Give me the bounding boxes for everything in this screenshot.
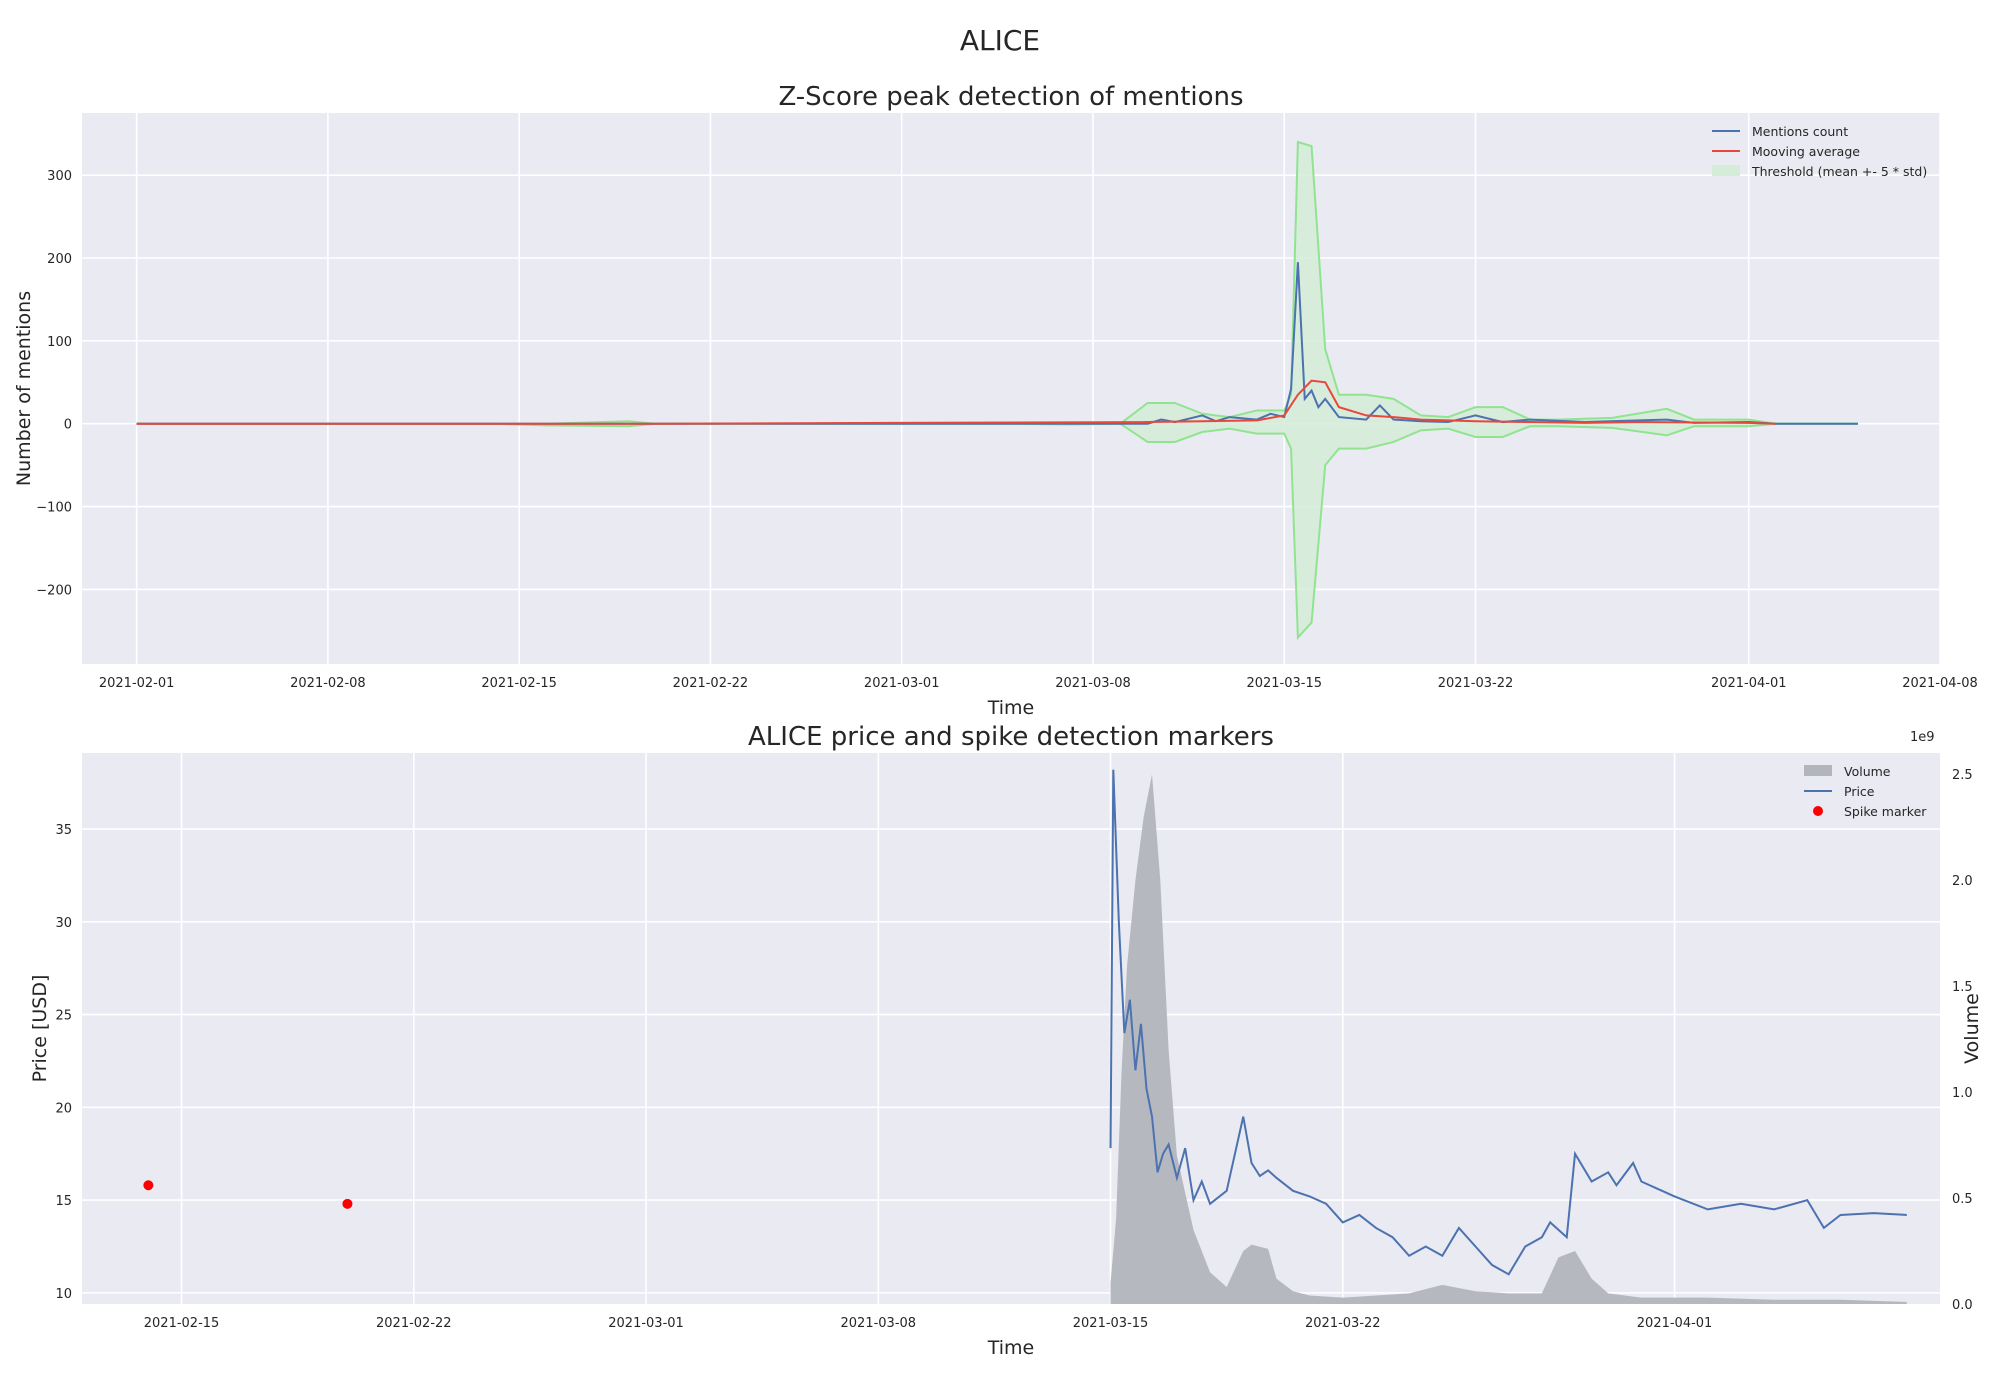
price-series <box>143 769 1907 1304</box>
x-tick-label: 2021-02-22 <box>376 1316 452 1331</box>
legend-spike-swatch <box>1813 806 1823 816</box>
legend-mentions-label: Mentions count <box>1752 124 1848 139</box>
mentions-series <box>136 140 1859 640</box>
y-tick-label: 35 <box>55 823 72 838</box>
volume-area <box>1110 774 1907 1304</box>
x-tick-label: 2021-04-01 <box>1637 1316 1713 1331</box>
volume-y-axis-label: Volume <box>1961 993 1983 1064</box>
x-tick-label: 2021-02-01 <box>99 676 175 691</box>
legend-volume-label: Volume <box>1844 764 1891 779</box>
mentions-legend: Mentions count Mooving average Threshold (… <box>1712 124 1927 179</box>
figure-title: ALICE <box>960 24 1040 57</box>
price-plot-area <box>82 753 1940 1304</box>
y-tick-label: 100 <box>47 335 72 350</box>
y-tick-label: 20 <box>55 1101 72 1116</box>
volume-tick-label: 2.5 <box>1952 768 1973 783</box>
price-y-axis-label: Price [USD] <box>29 975 51 1083</box>
volume-tick-label: 1.5 <box>1952 980 1973 995</box>
mentions-panel: 2021-02-01 2021-02-08 2021-02-15 2021-02-22… <box>13 82 1978 719</box>
price-grid <box>82 753 1940 1304</box>
legend-average-label: Mooving average <box>1752 144 1860 159</box>
x-tick-label: 2021-03-01 <box>608 1316 684 1331</box>
x-tick-label: 2021-03-22 <box>1438 676 1514 691</box>
y-tick-label: 15 <box>55 1194 72 1209</box>
mentions-y-axis-label: Number of mentions <box>13 291 35 486</box>
x-tick-label: 2021-03-08 <box>841 1316 917 1331</box>
spike-marker <box>143 1180 154 1191</box>
y-tick-label: 10 <box>55 1287 72 1302</box>
y-tick-label: 200 <box>47 252 72 267</box>
price-chart-title: ALICE price and spike detection markers <box>748 722 1274 752</box>
y-tick-label: 0 <box>64 418 72 433</box>
y-tick-label: 300 <box>47 169 72 184</box>
y-tick-label: −200 <box>36 583 72 598</box>
moving-average-line <box>136 379 1777 425</box>
y-tick-label: 30 <box>55 916 72 931</box>
x-tick-label: 2021-03-22 <box>1305 1316 1381 1331</box>
x-tick-label: 2021-02-15 <box>481 676 557 691</box>
price-panel: 2021-02-15 2021-02-22 2021-03-01 2021-03-08… <box>29 722 1983 1359</box>
mentions-plot-area <box>82 113 1940 664</box>
legend-price-label: Price <box>1844 784 1875 799</box>
y-tick-label: 25 <box>55 1009 72 1024</box>
volume-tick-label: 0.5 <box>1952 1192 1973 1207</box>
volume-tick-label: 2.0 <box>1952 874 1973 889</box>
x-tick-label: 2021-04-01 <box>1711 676 1787 691</box>
x-tick-label: 2021-03-01 <box>864 676 940 691</box>
legend-spike-label: Spike marker <box>1844 804 1927 819</box>
mentions-x-axis-label: Time <box>987 697 1035 719</box>
x-tick-label: 2021-02-22 <box>673 676 749 691</box>
price-line <box>1109 769 1907 1276</box>
price-tick-labels: 2021-02-15 2021-02-22 2021-03-01 2021-03-08… <box>55 768 1972 1331</box>
x-tick-label: 2021-02-15 <box>144 1316 220 1331</box>
mentions-chart-title: Z-Score peak detection of mentions <box>778 82 1243 112</box>
x-tick-label: 2021-03-15 <box>1246 676 1322 691</box>
legend-volume-swatch <box>1804 765 1832 776</box>
volume-tick-label: 1.0 <box>1952 1086 1973 1101</box>
x-tick-label: 2021-02-08 <box>290 676 366 691</box>
spike-marker <box>342 1198 353 1209</box>
legend-threshold-label: Threshold (mean +- 5 * std) <box>1751 164 1927 179</box>
volume-axis-offset-label: 1e9 <box>1910 730 1935 745</box>
price-x-axis-label: Time <box>987 1337 1035 1359</box>
volume-tick-label: 0.0 <box>1952 1298 1973 1313</box>
x-tick-label: 2021-03-15 <box>1073 1316 1149 1331</box>
price-legend: Volume Price Spike marker <box>1804 764 1927 819</box>
mentions-tick-labels: 2021-02-01 2021-02-08 2021-02-15 2021-02-22… <box>36 169 1978 691</box>
x-tick-label: 2021-04-08 <box>1902 676 1978 691</box>
legend-threshold-swatch <box>1712 165 1740 176</box>
x-tick-label: 2021-03-08 <box>1055 676 1131 691</box>
y-tick-label: −100 <box>36 501 72 516</box>
